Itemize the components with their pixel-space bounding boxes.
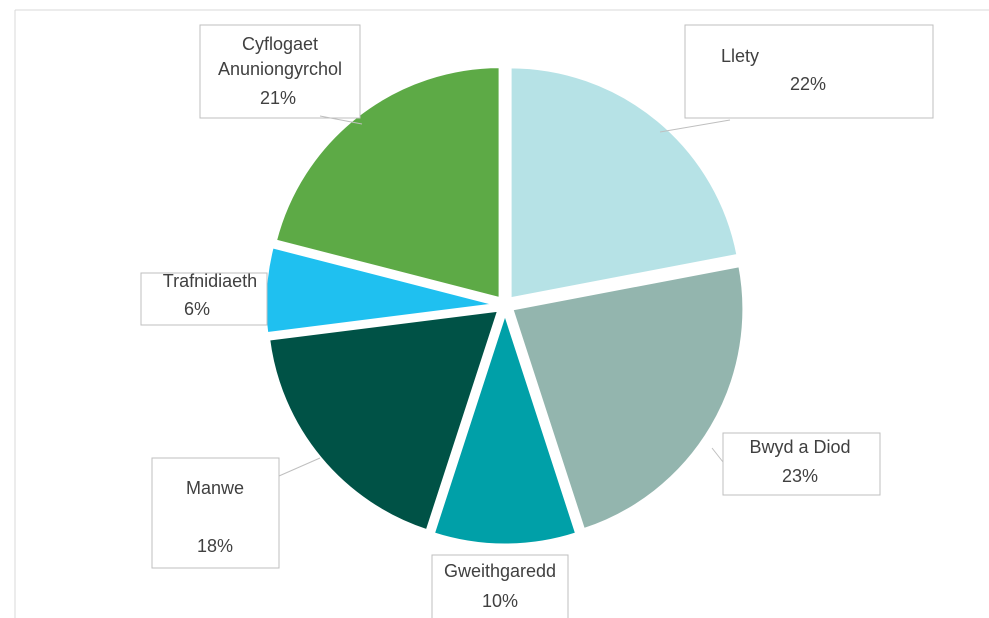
- label-box: [431, 554, 569, 618]
- slice-label: Cyflogaet Anuniongyrchol: [218, 34, 342, 79]
- label-box: [140, 272, 268, 326]
- leader-line: [278, 457, 321, 477]
- slice-label: Trafnidiaeth: [163, 271, 257, 291]
- leader-line: [711, 447, 724, 463]
- pie-slice: [431, 308, 579, 547]
- value-label: 6%: [184, 299, 210, 319]
- value-label: 18%: [197, 536, 233, 556]
- label-box: [722, 432, 881, 496]
- label-box: [684, 24, 934, 119]
- pie-slice: [266, 308, 501, 533]
- leader-line: [319, 115, 363, 125]
- slice-label: Bwyd a Diod: [749, 437, 850, 457]
- label-box: [151, 457, 280, 569]
- value-label: 10%: [482, 591, 518, 611]
- leader-line: [659, 119, 731, 133]
- value-label: 23%: [782, 466, 818, 486]
- pie-slice: [508, 65, 740, 301]
- value-label: 21%: [260, 88, 296, 108]
- slice-label: Manwe: [186, 478, 244, 498]
- value-label: 22%: [790, 74, 826, 94]
- label-box: [199, 24, 361, 119]
- slice-label: Llety: [721, 46, 759, 66]
- pie-slice: [509, 263, 746, 532]
- slice-label: Gweithgaredd: [444, 561, 556, 581]
